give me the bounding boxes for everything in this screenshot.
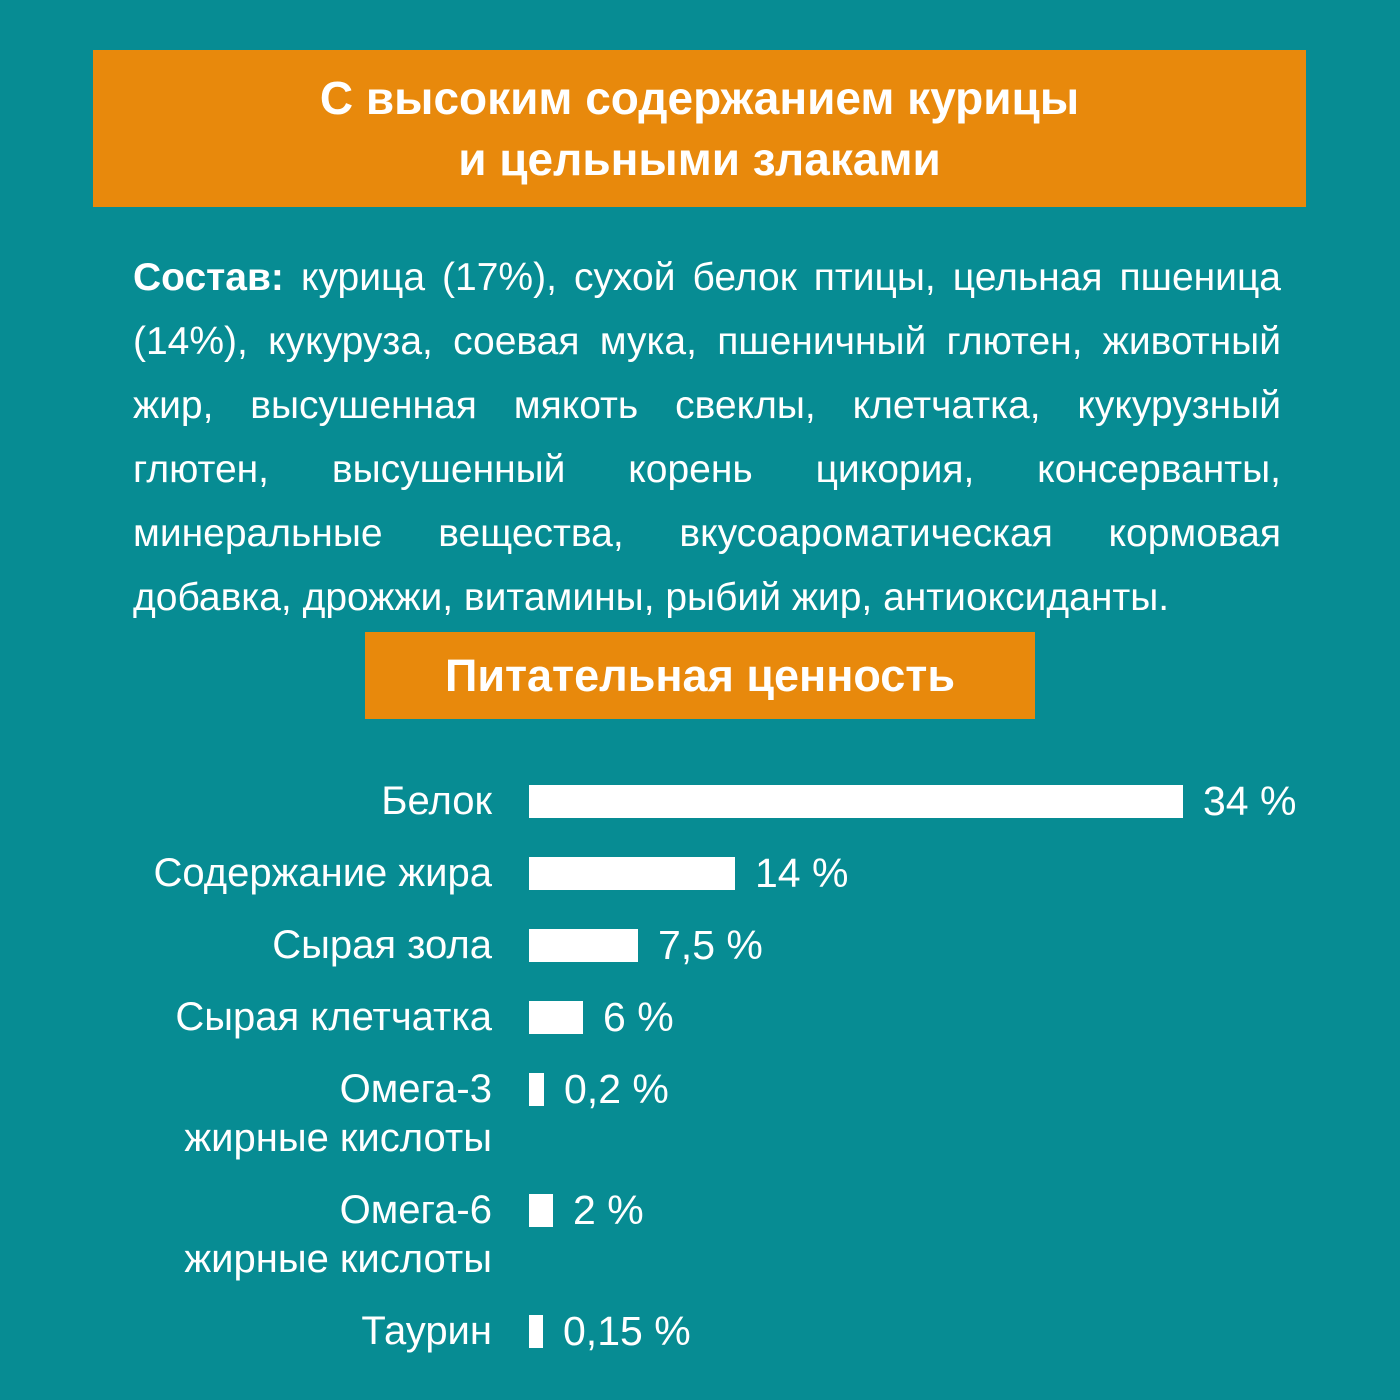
chart-row-label-line: Белок [381,779,492,823]
nutrition-bar-chart: Белок 34 % Содержание жира 14 % Сырая зола 7,… [0,777,1400,1379]
nutrition-banner-title: Питательная ценность [444,650,956,701]
chart-row-label: Омега-6 жирные кислоты [0,1186,492,1284]
chart-bar-area: 2 % [529,1186,644,1235]
chart-row-label: Белок [0,777,492,826]
chart-bar-area: 0,15 % [529,1307,691,1356]
composition-label: Состав: [133,256,301,299]
chart-row-label: Сырая клетчатка [0,993,492,1042]
chart-bar [529,1194,553,1227]
chart-bar-value: 14 % [755,850,849,896]
chart-bar-value: 0,15 % [563,1308,691,1354]
chart-row-label-line: Таурин [361,1309,492,1353]
composition-line: добавка, дрожжи, витамины, рыбий жир, ан… [133,576,1170,619]
chart-row-label-line: жирные кислоты [184,1237,492,1281]
header-banner-line-1: С высоким содержанием курицы [319,71,1080,124]
chart-row: Омега-6 жирные кислоты 2 % [0,1186,1400,1284]
chart-bar [529,1073,544,1106]
composition-line: жир, высушенная мякоть свеклы, клетчатка… [133,384,1281,427]
chart-row: Сырая зола 7,5 % [0,921,1400,970]
chart-row-label: Содержание жира [0,849,492,898]
chart-bar [529,1001,583,1034]
chart-bar-value: 2 % [573,1187,644,1233]
composition-line: Состав: курица (17%), сухой белок птицы,… [133,256,1281,299]
chart-row-label: Таурин [0,1307,492,1356]
chart-row-label-line: жирные кислоты [184,1116,492,1160]
chart-bar-area: 6 % [529,993,674,1042]
chart-row: Белок 34 % [0,777,1400,826]
chart-bar-area: 0,2 % [529,1065,669,1114]
chart-row-label-line: Омега-3 [339,1067,492,1111]
composition-line: глютен, высушенный корень цикория, консе… [133,448,1281,491]
chart-row: Таурин 0,15 % [0,1307,1400,1356]
chart-row-label-line: Сырая клетчатка [175,995,492,1039]
chart-bar-value: 7,5 % [658,922,763,968]
chart-row-label-line: Содержание жира [153,851,492,895]
nutrition-banner: Питательная ценность [365,632,1035,719]
chart-bar [529,1315,543,1348]
chart-bar-value: 0,2 % [564,1066,669,1112]
chart-row-label: Сырая зола [0,921,492,970]
chart-row: Содержание жира 14 % [0,849,1400,898]
chart-row-label: Омега-3 жирные кислоты [0,1065,492,1163]
chart-row-label-line: Сырая зола [272,923,492,967]
chart-bar [529,857,735,890]
chart-row: Омега-3 жирные кислоты 0,2 % [0,1065,1400,1163]
chart-bar-area: 14 % [529,849,848,898]
composition-paragraph: Состав: курица (17%), сухой белок птицы,… [133,246,1281,630]
header-banner: С высоким содержанием курицы и цельными … [93,50,1306,207]
chart-bar [529,785,1183,818]
chart-bar-value: 6 % [603,994,674,1040]
chart-bar [529,929,638,962]
chart-row-label-line: Омега-6 [339,1188,492,1232]
composition-line: (14%), кукуруза, соевая мука, пшеничный … [133,320,1281,363]
chart-bar-area: 7,5 % [529,921,763,970]
header-banner-line-2: и цельными злаками [458,132,941,185]
composition-line: минеральные вещества, вкусоароматическая… [133,512,1281,555]
chart-bar-area: 34 % [529,777,1296,826]
chart-row: Сырая клетчатка 6 % [0,993,1400,1042]
chart-bar-value: 34 % [1203,778,1297,824]
